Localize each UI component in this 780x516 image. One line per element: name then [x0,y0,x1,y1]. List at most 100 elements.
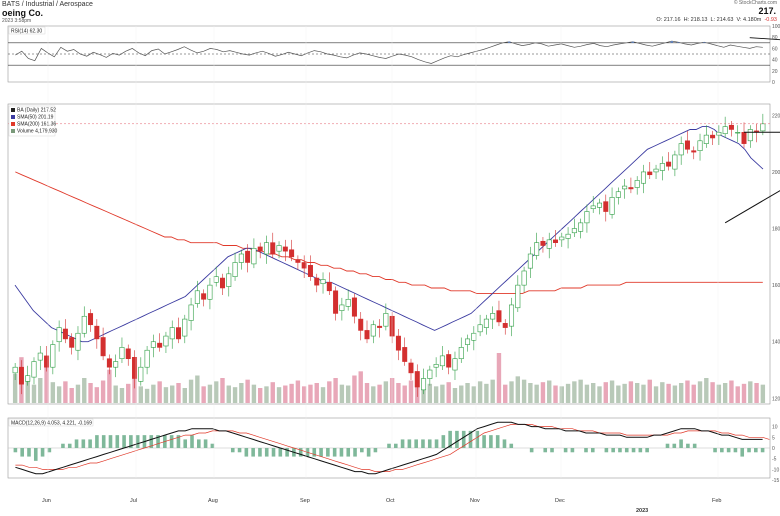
legend-entry: SMA(200) 161.36 [17,122,56,128]
candle [527,246,533,279]
candle-body [289,249,295,258]
candle-body [182,318,188,337]
rsi-panel: RSI(14) 62.30 0 20 40 60 80 100 [7,24,780,86]
macd-histogram-bar [237,448,242,453]
volume-bar [547,380,552,403]
volume-bar [484,383,489,403]
candle-body [647,171,653,176]
candle [314,273,320,293]
volume-bar [622,383,627,403]
volume-bar [597,386,602,403]
volume-bar [459,385,464,403]
volume-bar [678,383,684,403]
volume-value: V: 4.180m [736,17,762,23]
macd-histogram-bar [61,443,65,448]
candle [226,266,232,297]
macd-histogram-bar [421,439,425,448]
candle [351,293,357,324]
open-value: O: 217.16 [656,17,681,23]
candle [56,320,62,352]
macd-histogram-bar [339,448,344,457]
volume-bar [760,384,766,403]
macd-histogram-bar [373,448,378,453]
macd-histogram-bar [360,448,364,453]
volume-bar [12,373,18,403]
macd-histogram-bar [502,439,507,448]
volume-bar [320,387,326,403]
candle-body [44,355,50,368]
candle [691,146,697,160]
candle [295,255,301,270]
candle-body [345,298,351,307]
candle-body [540,240,546,246]
candle-body [666,161,672,167]
legend-swatch [11,115,15,119]
candle [402,337,408,366]
volume-bar [188,379,194,403]
legend-swatch [11,108,15,112]
rsi-line [15,40,763,64]
credit-label: © StockCharts.com [733,0,777,6]
candle-body [684,140,690,150]
macd-histogram-bar [101,435,106,448]
candle-body [238,253,244,263]
volume-bar [628,381,634,403]
volume-bar [653,386,659,403]
macd-histogram-bar [475,430,480,448]
candle-body [496,310,502,323]
volume-bar [660,382,665,403]
volume-bar [270,382,275,403]
candle-body [760,123,766,132]
macd-legend-box [8,418,94,427]
candle [703,125,709,148]
candle-body [546,239,552,249]
candle-body [703,134,709,144]
candle [647,162,653,179]
candle [125,344,131,366]
volume-bar [396,383,401,403]
volume-bar [25,379,30,403]
candle-body [609,197,615,215]
candle [44,345,50,372]
candle [383,303,389,331]
macd-histogram-bar [278,448,283,457]
volume-bar [333,378,338,403]
x-axis-label: Feb [712,498,721,504]
candle-body [590,205,596,210]
macd-histogram-bar [271,448,276,457]
volume-bar [276,387,282,403]
candle [452,351,458,380]
macd-histogram-bar [115,435,120,448]
candle [672,150,678,177]
volume-bar [339,384,345,403]
candle [31,357,37,385]
candle-body [320,279,326,285]
volume-bar [113,385,118,403]
candle [163,331,169,354]
volume-bar [144,388,150,403]
candle [201,289,207,307]
volume-bar [634,383,640,403]
macd-histogram-bar [631,448,636,453]
volume-bar [31,384,37,403]
exchange-label: BATS / Industrial / Aerospace [2,1,93,8]
macd-histogram-bar [122,435,126,448]
candle-body [12,366,18,374]
volume-bar [289,383,294,403]
candle-body [213,276,219,283]
candle [113,354,119,378]
candle [50,340,56,375]
macd-histogram-bar [258,448,262,457]
candle [634,176,640,195]
candle-body [370,324,376,337]
candle-body [383,313,389,327]
macd-histogram-bar [747,448,751,453]
macd-histogram-bar [13,448,18,453]
volume-bar [75,384,81,403]
candle-body [622,185,628,190]
macd-histogram-bar [176,435,181,448]
candle-body [25,375,31,382]
candle-body [326,282,332,292]
candle [182,314,188,344]
candle-body [307,265,313,277]
